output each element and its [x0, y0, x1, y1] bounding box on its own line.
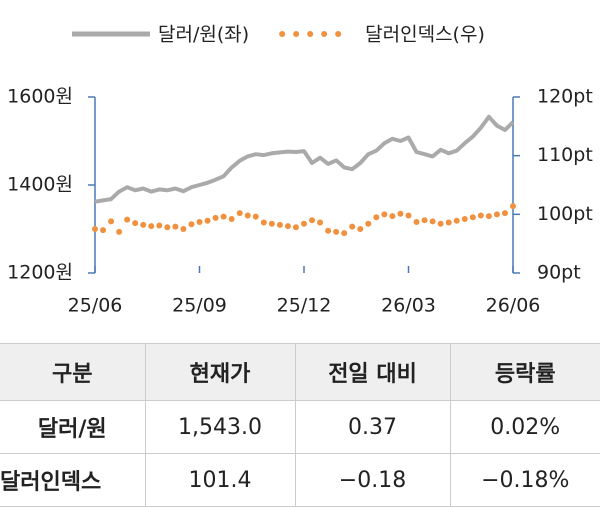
dot [140, 221, 147, 228]
dot [292, 224, 299, 231]
dot [333, 228, 340, 235]
quote-table: 구분 현재가 전일 대비 등락률 달러/원 1,543.0 0.37 0.02%… [0, 343, 600, 507]
cell: 101.4 [144, 453, 295, 507]
dot [485, 213, 492, 220]
dot [244, 212, 251, 219]
chart: 1200원 1400원 1600원 90pt 100pt 110pt 120pt 25/06 2… [7, 24, 593, 317]
y-tick-label: 1400원 [7, 174, 73, 196]
dot [204, 217, 211, 224]
legend-dot [307, 31, 314, 37]
dot [397, 210, 404, 217]
dot [453, 217, 460, 224]
cell: 0.37 [294, 400, 450, 454]
dot [92, 226, 98, 232]
cell: −0.18 [294, 453, 450, 507]
y-tick-label: 1200원 [7, 262, 73, 284]
x-tick-label: 26/03 [381, 295, 436, 317]
dot [381, 211, 388, 218]
dot [461, 216, 468, 223]
dot [469, 214, 476, 221]
dot [325, 227, 332, 234]
dot [252, 213, 259, 220]
header-cell: 현재가 [144, 343, 295, 401]
dot [477, 212, 484, 219]
dot [276, 221, 283, 228]
table-row: 달러인덱스 101.4 −0.18 −0.18% [0, 453, 600, 507]
dot [124, 216, 131, 223]
dot [373, 214, 380, 221]
dot [365, 220, 372, 227]
dot [268, 220, 275, 227]
dot [510, 203, 516, 210]
dot [108, 218, 115, 225]
dot [301, 220, 307, 227]
table-header: 구분 현재가 전일 대비 등락률 [0, 343, 600, 401]
table-row: 달러/원 1,543.0 0.37 0.02% [0, 400, 600, 454]
dot [196, 218, 203, 225]
dot [164, 224, 171, 231]
legend-label: 달러인덱스(우) [365, 24, 485, 46]
y2-tick-label: 110pt [537, 144, 593, 166]
dot [132, 220, 139, 227]
dot [284, 223, 291, 230]
x-tick-label: 25/09 [172, 295, 227, 317]
line [94, 114, 515, 204]
cell: 달러인덱스 [0, 453, 145, 507]
y-tick-label: 1600원 [7, 86, 73, 108]
dot [236, 210, 243, 217]
legend-label: 달러/원(좌) [158, 24, 249, 46]
cell: 0.02% [449, 400, 600, 454]
dot [357, 226, 364, 232]
x-tick-label: 25/12 [277, 295, 332, 317]
header-cell: 전일 대비 [294, 343, 450, 401]
dot [116, 228, 123, 235]
dot [156, 222, 163, 229]
dot [172, 223, 179, 230]
dot [349, 223, 356, 230]
cell: 달러/원 [0, 400, 145, 454]
y2-tick-label: 120pt [537, 86, 593, 108]
cell: −0.18% [449, 453, 600, 507]
dot [501, 210, 508, 217]
legend-dot [293, 31, 300, 37]
header-cell: 등락률 [449, 343, 600, 401]
dot [445, 219, 452, 226]
dot [148, 223, 155, 230]
y2-tick-label: 100pt [537, 203, 593, 225]
dot [309, 217, 316, 224]
legend-dot [335, 31, 342, 37]
dot [413, 218, 420, 225]
dot [180, 226, 187, 232]
dot [405, 212, 412, 219]
dot [421, 217, 428, 224]
dot [493, 211, 500, 218]
cell: 1,543.0 [144, 400, 295, 454]
dot [188, 221, 195, 228]
dot [437, 220, 444, 227]
header-cell: 구분 [0, 343, 145, 401]
legend-dot [321, 31, 328, 37]
dot [228, 216, 235, 223]
dot [220, 213, 227, 220]
dot [341, 230, 348, 237]
legend-dot [279, 31, 286, 37]
y2-tick-label: 90pt [537, 262, 581, 284]
dot [212, 214, 219, 221]
x-tick-label: 25/06 [68, 295, 123, 317]
x-tick-label: 26/06 [486, 295, 541, 317]
dot [317, 219, 324, 226]
dot [100, 227, 107, 234]
dot [260, 219, 267, 226]
dot [429, 218, 436, 225]
dot [389, 213, 396, 220]
